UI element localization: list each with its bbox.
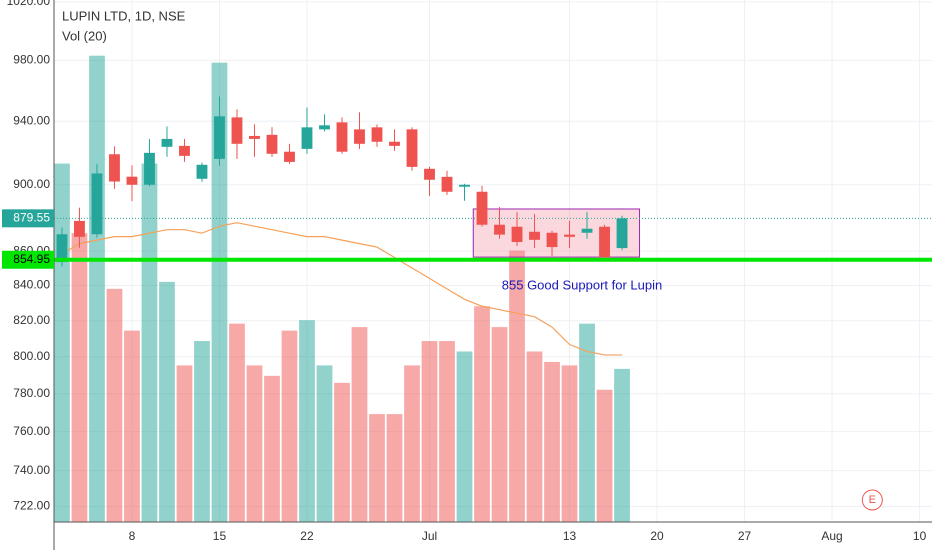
y-tick-label: 900.00: [13, 177, 50, 191]
y-tick-label: 780.00: [13, 386, 50, 400]
candle-body: [249, 135, 260, 139]
volume-bar: [614, 368, 630, 522]
volume-bar: [334, 382, 350, 522]
volume-bar: [246, 365, 263, 522]
volume-bar: [491, 327, 508, 522]
candle-body: [336, 122, 348, 152]
x-tick-label: 8: [129, 529, 136, 543]
y-tick-label: 740.00: [13, 463, 50, 477]
price-tag-label: 854.95: [13, 252, 50, 266]
candle-body: [266, 134, 278, 154]
candle-body: [144, 152, 155, 185]
candle-body: [476, 191, 488, 225]
candle-body: [494, 224, 505, 235]
candle-body: [214, 116, 225, 159]
x-tick-label: Aug: [821, 529, 842, 543]
candle-body: [126, 176, 138, 185]
volume-bar: [404, 365, 420, 522]
price-tag-label: 879.55: [13, 210, 50, 224]
volume-bar: [316, 365, 333, 522]
candle-body: [424, 168, 435, 180]
volume-ma-line: [61, 222, 623, 356]
candle-body: [529, 231, 540, 240]
candle-body: [319, 125, 330, 130]
candle-body: [161, 138, 173, 147]
volume-bar: [124, 330, 140, 522]
volume-bar: [264, 375, 280, 522]
candle-body: [56, 234, 68, 263]
volume-bar: [229, 323, 245, 522]
y-tick-label: 940.00: [13, 113, 50, 127]
x-tick-label: 15: [213, 529, 227, 543]
candle-body: [581, 228, 593, 233]
candle-body: [406, 129, 418, 167]
chart-title: LUPIN LTD, 1D, NSE: [62, 8, 186, 23]
candle-body: [599, 226, 610, 258]
volume-bar: [194, 341, 210, 522]
y-tick-label: 840.00: [13, 278, 50, 292]
volume-bar: [299, 320, 315, 522]
volume-bar: [439, 341, 455, 522]
candle-body: [546, 232, 558, 248]
candle-body: [109, 154, 120, 182]
earnings-label: E: [869, 494, 876, 506]
x-tick-label: 22: [300, 529, 314, 543]
x-tick-label: 20: [650, 529, 664, 543]
candle-body: [231, 117, 243, 144]
x-tick-label: Jul: [422, 529, 437, 543]
candle-body: [301, 127, 313, 149]
candle-body: [564, 234, 575, 237]
candle-body: [91, 173, 103, 235]
earnings-marker: [861, 489, 883, 511]
volume-bar: [509, 250, 525, 522]
candle-body: [511, 226, 523, 243]
candle-body: [354, 129, 365, 144]
candle-body: [371, 127, 383, 142]
volume-bar: [526, 351, 543, 522]
volume-bar: [474, 306, 490, 522]
chart-subtitle: Vol (20): [62, 28, 107, 43]
volume-bar: [106, 288, 123, 522]
y-tick-label: 800.00: [13, 349, 50, 363]
volume-bar: [456, 351, 473, 522]
volume-bar: [561, 365, 578, 522]
candle-body: [616, 218, 628, 249]
volume-bar: [176, 365, 193, 522]
price-tag: [2, 250, 54, 269]
y-tick-label: 820.00: [13, 313, 50, 327]
volume-bar: [579, 323, 595, 522]
volume-bar: [596, 389, 613, 522]
volume-bar: [351, 327, 368, 522]
x-tick-label: 10: [913, 529, 927, 543]
volume-bar: [369, 414, 385, 522]
candle-body: [179, 145, 190, 156]
candle-body: [459, 184, 470, 187]
candle-body: [389, 141, 400, 146]
volume-bar: [141, 163, 158, 522]
volume-bar: [89, 55, 105, 523]
y-tick-label: 1020.00: [7, 0, 51, 8]
y-tick-label: 722.00: [13, 499, 50, 513]
x-tick-label: 27: [738, 529, 752, 543]
volume-bar: [281, 330, 298, 522]
support-annotation: 855 Good Support for Lupin: [502, 277, 662, 292]
x-tick-label: 13: [563, 529, 577, 543]
candle-body: [441, 176, 453, 192]
candle-body: [196, 164, 208, 179]
y-tick-label: 760.00: [13, 424, 50, 438]
candle-body: [74, 220, 85, 237]
candle-body: [284, 151, 295, 162]
y-tick-label: 980.00: [13, 53, 50, 67]
volume-bar: [54, 163, 70, 522]
volume-bar: [544, 361, 560, 522]
price-tag: [2, 209, 54, 228]
volume-bar: [71, 233, 88, 522]
volume-bar: [211, 62, 228, 522]
volume-bar: [159, 281, 175, 522]
volume-bar: [421, 341, 438, 522]
volume-bar: [386, 414, 403, 522]
